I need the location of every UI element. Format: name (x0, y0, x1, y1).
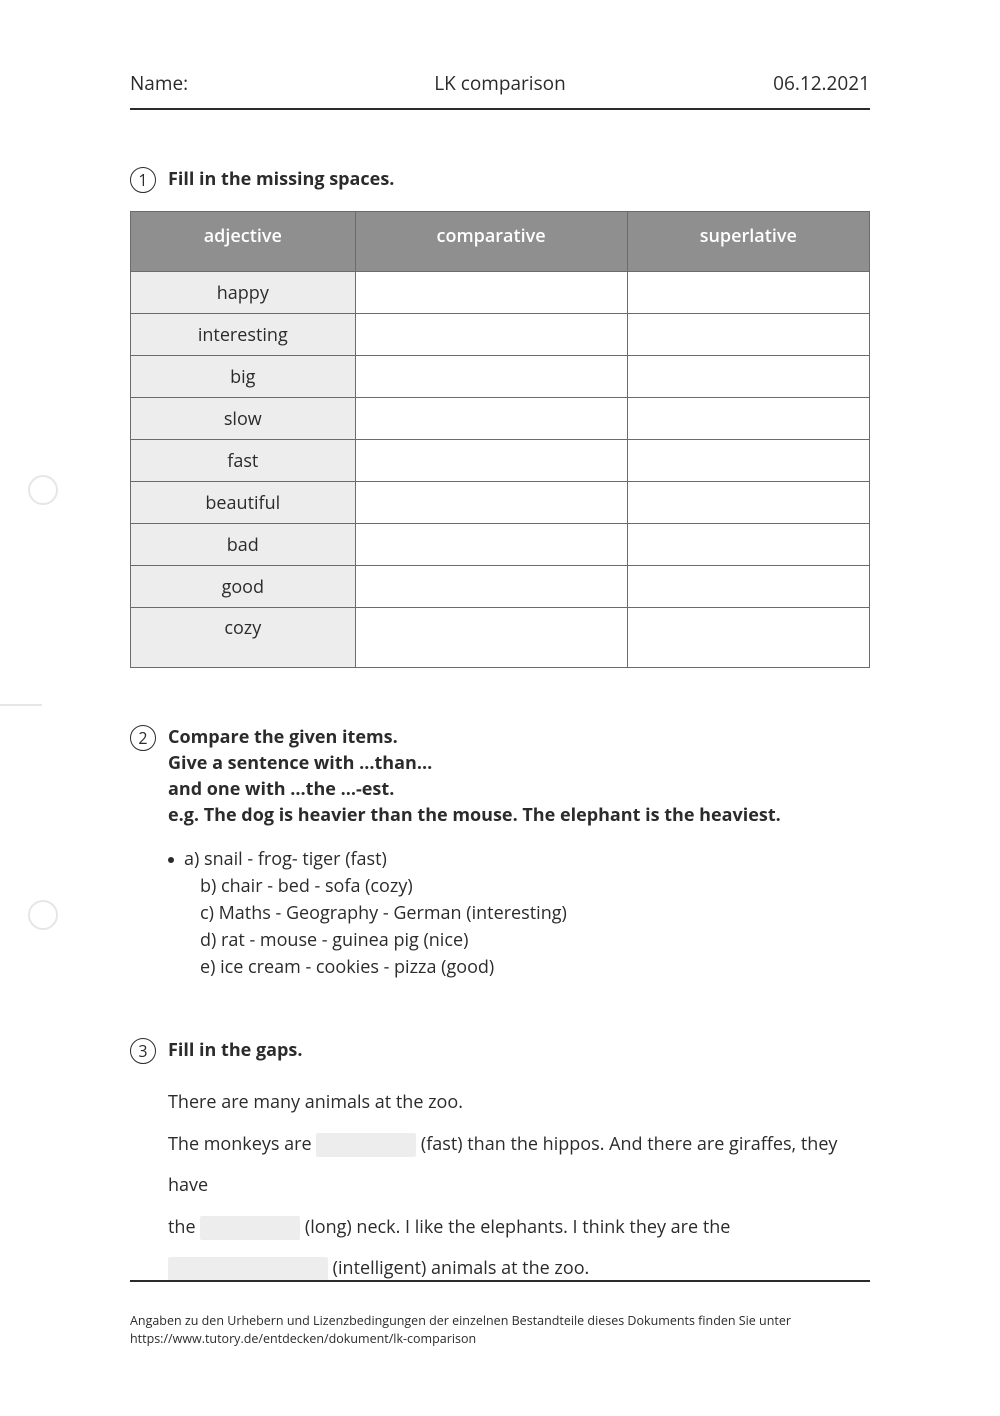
task-2-title-l4: e.g. The dog is heavier than the mouse. … (168, 803, 781, 827)
footer-rule (130, 1280, 870, 1282)
footer-line-2: https://www.tutory.de/entdecken/dokument… (130, 1330, 476, 1347)
footer-line-1: Angaben zu den Urhebern und Lizenzbeding… (130, 1312, 791, 1329)
task-2-title: Compare the given items. Give a sentence… (168, 724, 781, 828)
comparative-cell[interactable] (355, 566, 627, 608)
superlative-cell[interactable] (627, 440, 869, 482)
col-adjective: adjective (131, 212, 356, 272)
task-number-badge: 1 (130, 167, 156, 193)
page-title: LK comparison (377, 70, 624, 96)
comparative-cell[interactable] (355, 314, 627, 356)
comparative-cell[interactable] (355, 398, 627, 440)
gap-input[interactable] (168, 1257, 328, 1281)
task-number-badge: 3 (130, 1038, 156, 1064)
task-3-line: There are many animals at the zoo. (168, 1082, 870, 1123)
adjective-cell: cozy (131, 608, 356, 668)
name-label: Name: (130, 70, 377, 96)
task-2-title-l1: Compare the given items. (168, 725, 398, 749)
superlative-cell[interactable] (627, 608, 869, 668)
task-1-title: Fill in the missing spaces. (168, 166, 394, 192)
superlative-cell[interactable] (627, 566, 869, 608)
superlative-cell[interactable] (627, 482, 869, 524)
task-3: 3 Fill in the gaps. There are many anima… (130, 1037, 870, 1289)
adjective-cell: fast (131, 440, 356, 482)
comparative-cell[interactable] (355, 272, 627, 314)
gap-text: the (168, 1215, 200, 1239)
bullet-icon (168, 857, 174, 863)
gap-text: (intelligent) animals at the zoo. (328, 1256, 589, 1280)
page-date: 06.12.2021 (623, 70, 870, 96)
table-row: beautiful (131, 482, 870, 524)
task-2-item: b) chair - bed - sofa (cozy) (200, 873, 567, 900)
table-row: slow (131, 398, 870, 440)
gap-text: The monkeys are (168, 1132, 316, 1156)
table-row: good (131, 566, 870, 608)
task-number-badge: 2 (130, 725, 156, 751)
adjective-table: adjective comparative superlative happyi… (130, 211, 870, 668)
table-row: bad (131, 524, 870, 566)
superlative-cell[interactable] (627, 272, 869, 314)
superlative-cell[interactable] (627, 524, 869, 566)
punch-hole (28, 475, 58, 505)
task-2-item: a) snail - frog- tiger (fast) (184, 846, 567, 873)
superlative-cell[interactable] (627, 356, 869, 398)
gap-input[interactable] (316, 1133, 416, 1157)
table-row: cozy (131, 608, 870, 668)
footer-text: Angaben zu den Urhebern und Lizenzbeding… (130, 1312, 870, 1347)
adjective-cell: good (131, 566, 356, 608)
comparative-cell[interactable] (355, 482, 627, 524)
task-2-title-l3: and one with …the …-est. (168, 777, 394, 801)
task-2-item: e) ice cream - cookies - pizza (good) (200, 954, 567, 981)
punch-hole (28, 900, 58, 930)
table-row: big (131, 356, 870, 398)
adjective-cell: bad (131, 524, 356, 566)
gap-text: (long) neck. I like the elephants. I thi… (300, 1215, 730, 1239)
adjective-cell: happy (131, 272, 356, 314)
adjective-cell: beautiful (131, 482, 356, 524)
comparative-cell[interactable] (355, 440, 627, 482)
comparative-cell[interactable] (355, 608, 627, 668)
comparative-cell[interactable] (355, 524, 627, 566)
task-1: 1 Fill in the missing spaces. adjective … (130, 166, 870, 668)
task-3-title: Fill in the gaps. (168, 1037, 303, 1063)
superlative-cell[interactable] (627, 314, 869, 356)
task-2-bullet: a) snail - frog- tiger (fast) b) chair -… (168, 846, 870, 981)
page-header: Name: LK comparison 06.12.2021 (130, 70, 870, 110)
task-2-title-l2: Give a sentence with …than… (168, 751, 432, 775)
task-3-line: The monkeys are (fast) than the hippos. … (168, 1124, 870, 1207)
task-2: 2 Compare the given items. Give a senten… (130, 724, 870, 981)
gap-input[interactable] (200, 1216, 300, 1240)
adjective-cell: big (131, 356, 356, 398)
worksheet-page: Name: LK comparison 06.12.2021 1 Fill in… (130, 70, 870, 1289)
task-2-item: d) rat - mouse - guinea pig (nice) (200, 927, 567, 954)
comparative-cell[interactable] (355, 356, 627, 398)
table-row: interesting (131, 314, 870, 356)
table-row: fast (131, 440, 870, 482)
fold-mark (0, 704, 42, 706)
table-row: happy (131, 272, 870, 314)
task-3-line: (intelligent) animals at the zoo. (168, 1248, 870, 1289)
adjective-cell: slow (131, 398, 356, 440)
superlative-cell[interactable] (627, 398, 869, 440)
col-superlative: superlative (627, 212, 869, 272)
adjective-cell: interesting (131, 314, 356, 356)
col-comparative: comparative (355, 212, 627, 272)
task-2-item: c) Maths - Geography - German (interesti… (200, 900, 567, 927)
task-3-line: the (long) neck. I like the elephants. I… (168, 1207, 870, 1248)
